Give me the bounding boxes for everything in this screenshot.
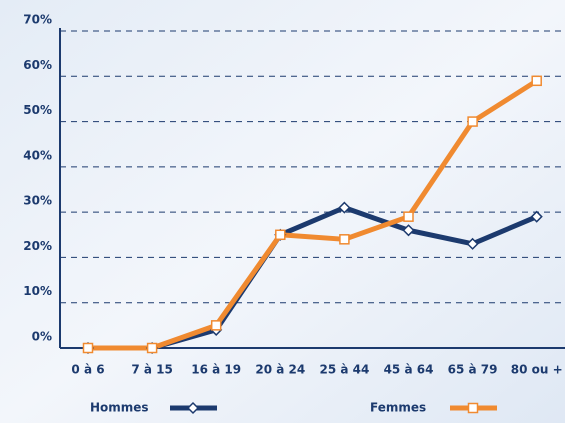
point bbox=[530, 210, 543, 223]
y-tick-label: 70% bbox=[23, 13, 52, 27]
x-tick-label: 80 ou + bbox=[511, 363, 563, 377]
point bbox=[466, 237, 479, 250]
x-tick-label: 25 à 44 bbox=[319, 363, 369, 377]
y-tick-label: 40% bbox=[23, 148, 52, 162]
x-tick-label: 0 à 6 bbox=[71, 363, 104, 377]
y-tick-label: 60% bbox=[23, 58, 52, 72]
x-tick-label: 45 à 64 bbox=[384, 363, 434, 377]
legend-label: Femmes bbox=[370, 401, 426, 415]
legend-label: Hommes bbox=[90, 401, 149, 415]
point bbox=[275, 229, 286, 241]
point bbox=[402, 224, 415, 237]
y-tick-label: 30% bbox=[23, 194, 52, 208]
series-line bbox=[88, 78, 539, 351]
point bbox=[467, 116, 478, 127]
point bbox=[146, 342, 158, 354]
x-tick-label: 65 à 79 bbox=[448, 363, 498, 377]
y-tick-label: 20% bbox=[23, 239, 52, 253]
x-tick-label: 7 à 15 bbox=[131, 363, 173, 377]
x-tick-label: 16 à 19 bbox=[191, 363, 241, 377]
y-tick-label: 10% bbox=[23, 284, 52, 298]
point bbox=[210, 320, 222, 331]
x-tick-label: 20 à 24 bbox=[255, 363, 305, 377]
point bbox=[531, 75, 542, 87]
legend-marker bbox=[186, 401, 200, 415]
point bbox=[338, 201, 351, 214]
point bbox=[403, 211, 414, 222]
y-tick-label: 50% bbox=[23, 103, 52, 117]
point bbox=[82, 342, 94, 354]
point bbox=[339, 234, 350, 245]
y-tick-label: 0% bbox=[32, 330, 52, 344]
legend-marker bbox=[467, 402, 479, 414]
